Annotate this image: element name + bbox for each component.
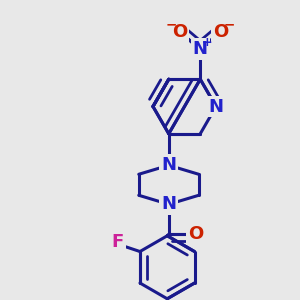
Text: O: O: [213, 23, 228, 41]
Text: −: −: [224, 17, 235, 32]
Text: N: N: [161, 195, 176, 213]
Text: −: −: [166, 17, 177, 32]
Text: N: N: [161, 156, 176, 174]
Text: O: O: [172, 23, 188, 41]
Text: O: O: [172, 23, 188, 41]
Text: N: N: [193, 40, 208, 58]
Text: N: N: [193, 40, 208, 58]
Text: +: +: [202, 36, 212, 49]
Text: N: N: [208, 98, 224, 116]
Text: O: O: [188, 225, 203, 243]
Text: F: F: [112, 233, 124, 251]
